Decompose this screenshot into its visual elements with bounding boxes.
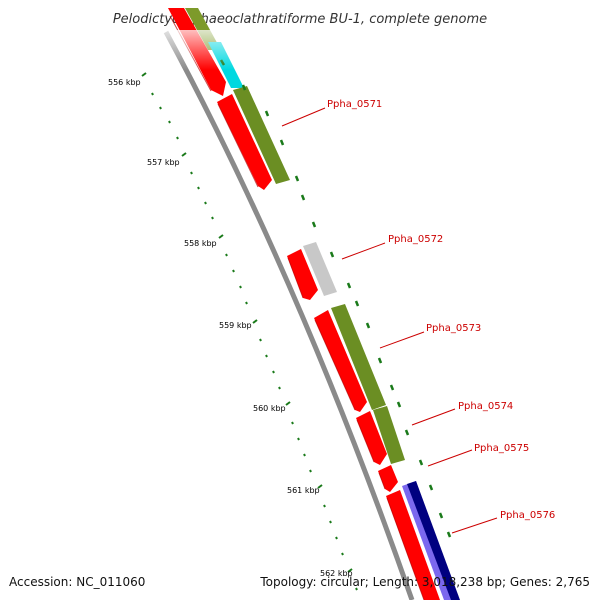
major-tick xyxy=(347,568,353,573)
minor-tick xyxy=(309,469,312,473)
minor-tick xyxy=(204,201,207,205)
gene-label[interactable]: Ppha_0571 xyxy=(327,99,382,110)
outer-ruler xyxy=(219,59,452,538)
cds-shading xyxy=(169,15,425,600)
scale-label: 557 kbp xyxy=(147,158,180,167)
cog-block-olive xyxy=(233,86,290,184)
callout-line xyxy=(379,331,425,349)
cds-arrow xyxy=(217,94,272,190)
scale-label: 562 kbp xyxy=(320,569,353,578)
scale-ruler xyxy=(141,72,358,591)
minor-tick xyxy=(278,386,281,390)
callout-line xyxy=(341,242,386,260)
minor-tick xyxy=(211,216,214,220)
gene-labels: Ppha_0571 Ppha_0572 Ppha_0573 Ppha_0574 … xyxy=(327,99,555,521)
scale-labels: 556 kbp 557 kbp 558 kbp 559 kbp 560 kbp … xyxy=(108,78,353,578)
scale-label: 561 kbp xyxy=(287,486,320,495)
callout-line xyxy=(451,517,498,534)
cds-track xyxy=(168,8,440,600)
genome-backbone xyxy=(163,30,415,600)
minor-tick xyxy=(239,285,242,289)
cog-block-olive xyxy=(331,304,386,410)
scale-label: 556 kbp xyxy=(108,78,141,87)
cds-arrow xyxy=(378,465,398,492)
minor-tick xyxy=(291,421,294,425)
major-tick xyxy=(317,484,323,489)
minor-tick xyxy=(329,520,332,524)
minor-tick xyxy=(190,171,193,175)
major-tick xyxy=(141,72,147,77)
scale-label: 560 kbp xyxy=(253,404,286,413)
callout-line xyxy=(411,408,456,426)
scale-label: 558 kbp xyxy=(184,239,217,248)
genome-summary-text: Topology: circular; Length: 3,018,238 bp… xyxy=(260,575,590,589)
cds-arrow xyxy=(287,249,318,300)
minor-tick xyxy=(232,269,235,273)
scale-label: 559 kbp xyxy=(219,321,252,330)
minor-tick xyxy=(225,253,228,257)
gene-label[interactable]: Ppha_0573 xyxy=(426,323,481,334)
minor-tick xyxy=(265,354,268,358)
major-tick xyxy=(181,152,187,157)
cog-ring xyxy=(185,8,458,600)
gene-callouts xyxy=(281,107,498,534)
callout-line xyxy=(427,449,473,467)
minor-tick xyxy=(297,437,300,441)
major-tick xyxy=(252,319,258,324)
minor-tick xyxy=(341,552,344,556)
major-tick xyxy=(285,401,291,406)
minor-tick xyxy=(151,92,154,96)
cds-navy xyxy=(407,481,460,600)
minor-tick xyxy=(245,301,248,305)
minor-tick xyxy=(159,106,162,110)
cog-block-olive xyxy=(373,406,405,464)
minor-tick xyxy=(272,370,275,374)
minor-tick xyxy=(259,338,262,342)
cds-arrow xyxy=(386,490,440,600)
top-fade xyxy=(150,30,270,70)
minor-tick xyxy=(303,453,306,457)
gene-label[interactable]: Ppha_0574 xyxy=(458,401,513,412)
minor-tick xyxy=(335,536,338,540)
accession-text: Accession: NC_011060 xyxy=(9,575,146,589)
gene-label[interactable]: Ppha_0575 xyxy=(474,443,529,454)
cog-block-gray xyxy=(303,242,337,296)
cds-arrow xyxy=(356,411,387,465)
callout-line xyxy=(281,107,326,127)
minor-tick xyxy=(355,587,358,591)
gene-label[interactable]: Ppha_0572 xyxy=(388,234,443,245)
minor-tick xyxy=(168,120,171,124)
minor-tick xyxy=(323,504,326,508)
major-tick xyxy=(218,234,224,239)
map-title: Pelodictyon phaeoclathratiforme BU-1, co… xyxy=(113,12,487,27)
minor-tick xyxy=(197,186,200,190)
minor-tick xyxy=(176,136,179,140)
gene-label[interactable]: Ppha_0576 xyxy=(500,510,555,521)
cds-arrow xyxy=(314,310,367,412)
